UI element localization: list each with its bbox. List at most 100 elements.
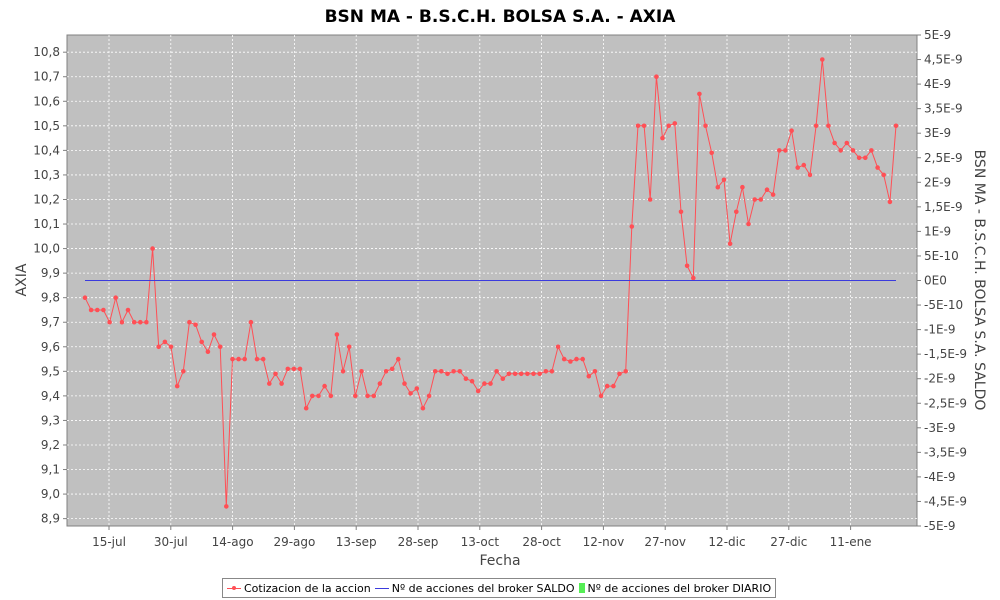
y-tick-label: 9,2 xyxy=(41,438,60,452)
data-point xyxy=(777,148,782,153)
data-point xyxy=(316,393,321,399)
bar-swatch-icon xyxy=(578,583,585,593)
data-point xyxy=(340,369,346,374)
y-tick-label: 9,7 xyxy=(41,315,60,329)
data-point xyxy=(199,339,204,345)
legend-item-saldo: Nº de acciones del broker SALDO xyxy=(374,582,575,595)
y2-tick-label: 5E-10 xyxy=(924,249,959,263)
data-point xyxy=(205,349,211,355)
x-tick-label: 15-jul xyxy=(92,535,126,549)
y2-tick-label: -5E-9 xyxy=(924,519,956,533)
data-point xyxy=(697,91,702,97)
data-point xyxy=(838,148,843,153)
data-point xyxy=(654,74,659,79)
data-point xyxy=(408,391,413,396)
data-point xyxy=(629,224,635,229)
y-tick-label: 10,0 xyxy=(33,242,60,256)
y2-tick-label: 5E-9 xyxy=(924,28,951,42)
data-point xyxy=(181,369,186,374)
y-tick-label: 9,8 xyxy=(41,291,60,305)
data-point xyxy=(678,209,684,215)
data-point xyxy=(549,369,555,374)
data-point xyxy=(138,319,143,325)
y2-tick-label: -3,5E-9 xyxy=(924,445,967,459)
data-point xyxy=(457,369,463,374)
y2-tick-label: 0E0 xyxy=(924,274,947,288)
data-point xyxy=(383,369,389,374)
y-tick-label: 9,4 xyxy=(41,389,60,403)
x-tick-label: 12-nov xyxy=(583,535,625,549)
y2-tick-label: 1E-9 xyxy=(924,224,951,238)
data-point xyxy=(291,366,297,372)
data-point xyxy=(187,319,192,325)
data-point xyxy=(568,359,573,364)
data-point xyxy=(193,322,198,328)
y-tick-label: 10,5 xyxy=(33,119,60,133)
data-point xyxy=(746,221,751,227)
data-point xyxy=(310,393,315,399)
data-point xyxy=(267,381,272,386)
data-point xyxy=(512,371,518,377)
data-point xyxy=(703,123,708,129)
data-point xyxy=(721,177,727,183)
data-point xyxy=(604,383,610,389)
x-tick-label: 13-oct xyxy=(461,535,500,549)
data-point xyxy=(869,148,874,153)
chart-title: BSN MA - B.S.C.H. BOLSA S.A. - AXIA xyxy=(325,7,677,27)
data-point xyxy=(826,123,831,129)
x-tick-label: 30-jul xyxy=(154,535,188,549)
y2-tick-label: 1,5E-9 xyxy=(924,200,963,214)
y2-tick-label: -2E-9 xyxy=(924,372,956,386)
data-point xyxy=(359,369,364,374)
data-point xyxy=(727,241,733,246)
data-point xyxy=(789,128,794,133)
data-point xyxy=(371,393,377,399)
x-tick-label: 28-sep xyxy=(398,535,439,549)
y-tick-label: 9,0 xyxy=(41,487,60,501)
data-point xyxy=(770,192,776,197)
data-point xyxy=(426,393,432,399)
y2-tick-label: -2,5E-9 xyxy=(924,396,967,410)
data-point xyxy=(113,295,118,301)
data-point xyxy=(875,165,880,170)
data-point xyxy=(95,307,100,313)
data-point xyxy=(531,371,536,377)
data-point xyxy=(377,381,383,386)
y2-tick-label: -1E-9 xyxy=(924,323,956,337)
data-point xyxy=(328,393,334,399)
data-point xyxy=(647,197,653,202)
data-point xyxy=(88,307,94,313)
data-point xyxy=(260,356,266,362)
data-point xyxy=(758,197,764,202)
y-tick-label: 9,9 xyxy=(41,266,60,280)
y2-tick-label: -4E-9 xyxy=(924,470,956,484)
y2-tick-label: -1,5E-9 xyxy=(924,347,967,361)
data-point xyxy=(537,371,542,377)
y2-tick-label: 3E-9 xyxy=(924,126,951,140)
data-point xyxy=(230,356,235,362)
x-tick-label: 29-ago xyxy=(273,535,315,549)
data-point xyxy=(518,371,524,377)
y-tick-label: 9,3 xyxy=(41,413,60,427)
data-point xyxy=(119,319,125,325)
data-point xyxy=(469,378,475,384)
data-point xyxy=(273,371,278,377)
data-point xyxy=(101,307,106,313)
data-point xyxy=(574,356,579,362)
y2-tick-label: -4,5E-9 xyxy=(924,494,967,508)
data-point xyxy=(684,263,690,269)
y-tick-label: 10,3 xyxy=(33,168,60,182)
data-point xyxy=(174,383,180,389)
data-point xyxy=(346,344,352,350)
data-point xyxy=(543,369,549,374)
data-point xyxy=(506,371,512,377)
data-point xyxy=(445,371,450,377)
data-point xyxy=(224,504,229,509)
y2-tick-label: 3,5E-9 xyxy=(924,102,963,116)
data-point xyxy=(156,344,161,350)
data-point xyxy=(740,184,745,190)
data-point xyxy=(168,344,174,350)
data-point xyxy=(783,148,788,153)
data-point xyxy=(162,339,168,345)
data-point xyxy=(850,148,856,153)
